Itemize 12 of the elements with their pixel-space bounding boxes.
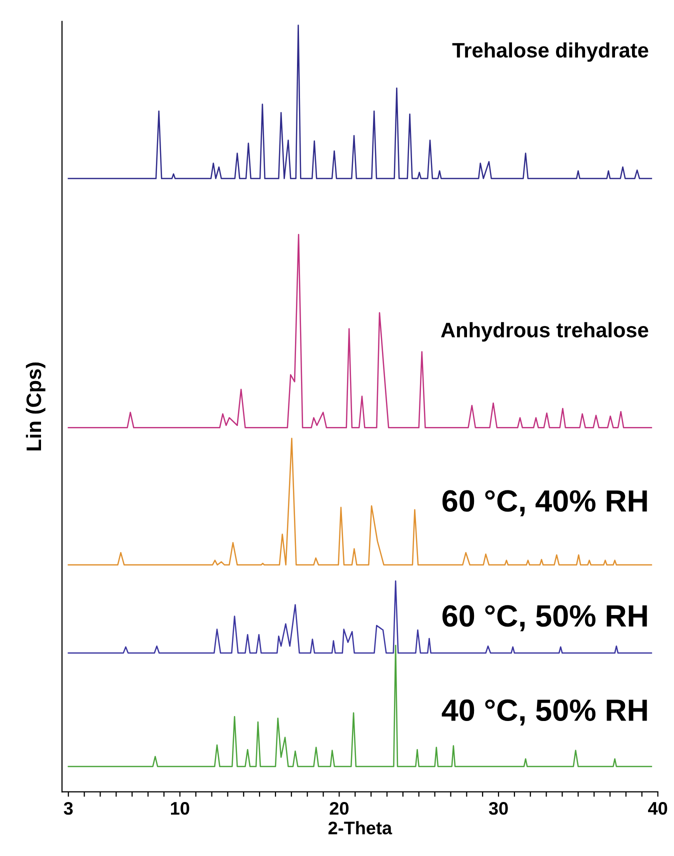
series-label: 60 °C, 40% RH: [442, 490, 647, 516]
x-tick-label: 3: [64, 802, 73, 815]
x-tick-label: 10: [170, 802, 190, 815]
text: Trehalose dihydrate: [452, 42, 648, 62]
series-label: 40 °C, 50% RH: [442, 699, 647, 726]
x-axis-title: 2-Theta: [328, 821, 392, 834]
x-tick-label: 40: [648, 802, 668, 815]
series-label: 60 °C, 50% RH: [442, 605, 647, 632]
series-label: Anhydrous trehalose: [441, 322, 648, 342]
x-tick-label: 20: [330, 802, 349, 815]
x-tick-label: 30: [488, 802, 508, 815]
y-axis-title: Lin (Cps): [26, 362, 46, 450]
